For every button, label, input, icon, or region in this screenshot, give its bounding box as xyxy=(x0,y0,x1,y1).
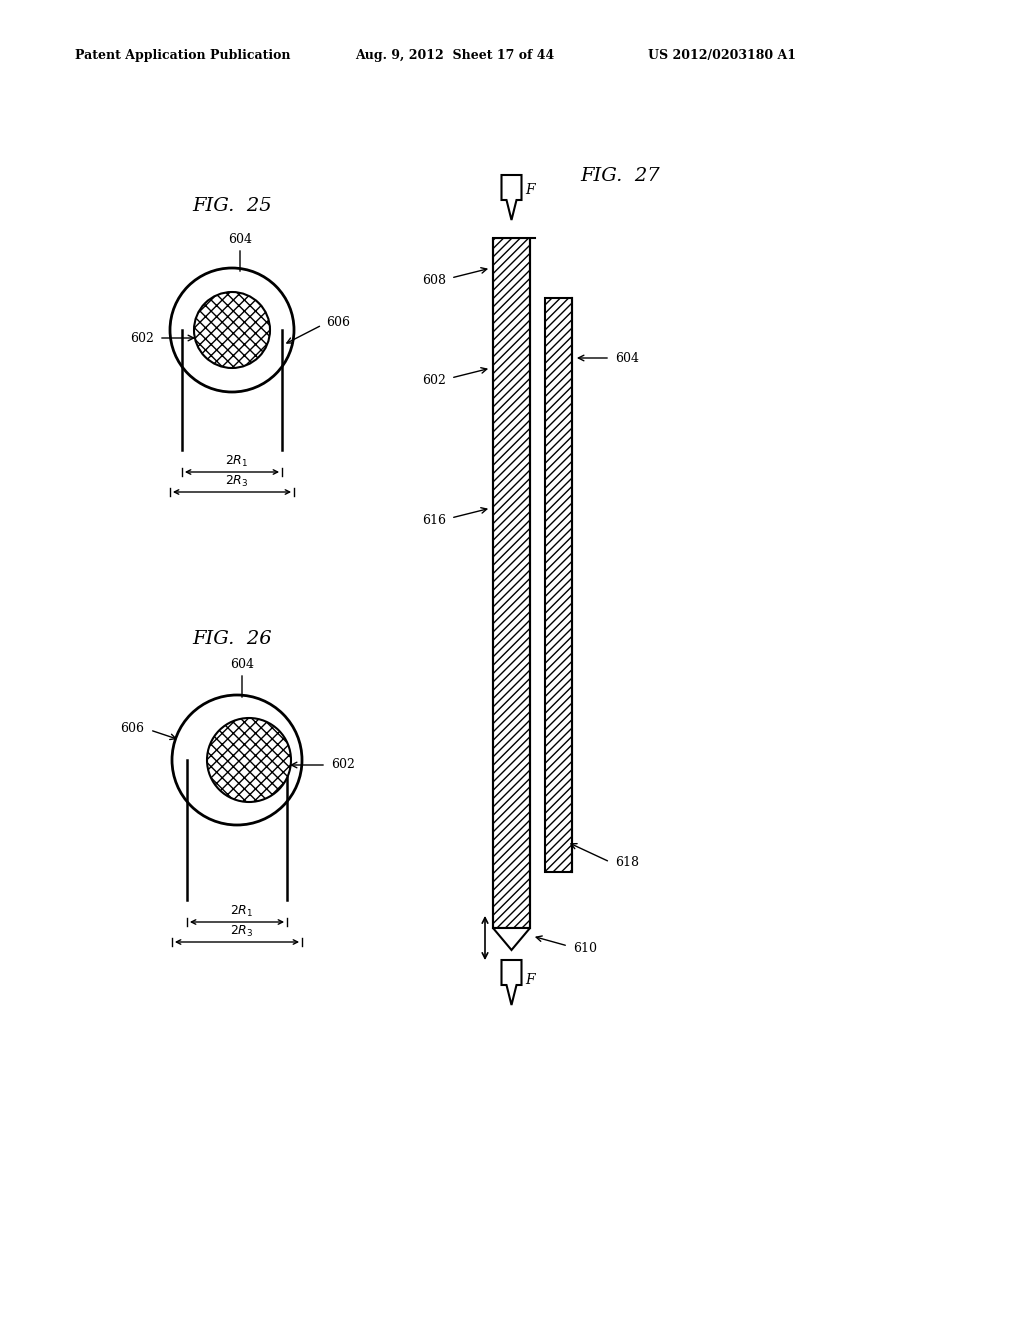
Circle shape xyxy=(194,292,270,368)
Text: US 2012/0203180 A1: US 2012/0203180 A1 xyxy=(648,49,796,62)
Text: F: F xyxy=(525,183,536,197)
Text: 608: 608 xyxy=(422,273,446,286)
Text: 602: 602 xyxy=(331,759,355,771)
Text: 616: 616 xyxy=(422,513,446,527)
Text: $2R_3$: $2R_3$ xyxy=(225,474,249,488)
Text: FIG.  27: FIG. 27 xyxy=(581,168,659,185)
Text: F: F xyxy=(525,973,536,987)
Text: $2R_1$: $2R_1$ xyxy=(230,904,254,919)
Text: 604: 604 xyxy=(228,234,252,246)
Text: Patent Application Publication: Patent Application Publication xyxy=(75,49,291,62)
Text: 604: 604 xyxy=(615,351,639,364)
Text: FIG.  26: FIG. 26 xyxy=(193,630,271,648)
Bar xyxy=(182,330,282,450)
Text: Aug. 9, 2012  Sheet 17 of 44: Aug. 9, 2012 Sheet 17 of 44 xyxy=(355,49,554,62)
Bar xyxy=(493,238,530,928)
Text: 602: 602 xyxy=(130,331,154,345)
Text: 606: 606 xyxy=(120,722,144,734)
Text: 618: 618 xyxy=(615,855,639,869)
Text: 602: 602 xyxy=(422,374,446,387)
Text: $2R_1$: $2R_1$ xyxy=(225,454,249,469)
Text: $2R_3$: $2R_3$ xyxy=(230,924,254,939)
Polygon shape xyxy=(502,176,521,220)
Circle shape xyxy=(170,268,294,392)
Bar xyxy=(545,298,572,873)
Text: 604: 604 xyxy=(230,657,254,671)
Circle shape xyxy=(172,696,302,825)
Bar xyxy=(187,760,287,900)
Bar xyxy=(490,209,532,238)
Polygon shape xyxy=(493,928,530,950)
Circle shape xyxy=(207,718,291,803)
Text: FIG.  25: FIG. 25 xyxy=(193,197,271,215)
Text: 610: 610 xyxy=(573,941,597,954)
Polygon shape xyxy=(502,960,521,1005)
Bar xyxy=(493,238,530,928)
Text: 606: 606 xyxy=(326,317,350,330)
Bar xyxy=(545,298,572,873)
